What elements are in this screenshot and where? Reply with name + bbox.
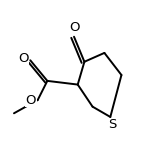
Text: O: O [26, 94, 36, 106]
Text: S: S [108, 118, 116, 131]
Text: O: O [18, 52, 29, 65]
Text: O: O [69, 21, 79, 34]
